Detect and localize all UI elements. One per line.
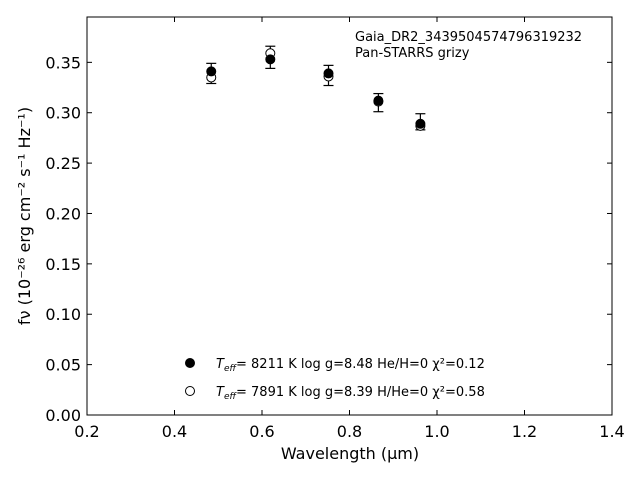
y-tick-label-6: 0.30 [45,104,81,123]
y-tick-label-3: 0.15 [45,255,81,274]
y-axis: 0.00 0.05 0.10 0.15 0.20 0.25 0.30 0.35 [45,53,612,425]
plot-area [86,16,613,416]
point-filled-0 [206,66,217,77]
x-tick-label-3: 0.8 [337,422,362,441]
x-tick-label-5: 1.2 [512,422,537,441]
y-tick-label-0: 0.00 [45,406,81,425]
point-filled-1 [265,54,276,65]
point-filled-4 [415,118,426,129]
y-tick-label-1: 0.05 [45,356,81,375]
plot-frame [86,16,613,416]
y-tick-label-2: 0.10 [45,305,81,324]
x-tick-label-2: 0.6 [249,422,274,441]
y-tick-label-5: 0.25 [45,154,81,173]
x-tick-label-0: 0.2 [74,422,99,441]
point-filled-2 [323,68,334,79]
y-tick-label-7: 0.35 [45,53,81,72]
legend-entry-2: Teff= 7891 K log g=8.39 H/He=0 χ²=0.58 [216,385,485,402]
x-tick-label-4: 1.0 [424,422,449,441]
x-axis-label: Wavelength (μm) [281,444,419,463]
x-axis: 0.2 0.4 0.6 0.8 1.0 1.2 1.4 [74,17,625,441]
y-tick-label-4: 0.20 [45,204,81,223]
legend: Teff= 8211 K log g=8.48 He/H=0 χ²=0.12 T… [185,357,485,402]
point-filled-3 [373,95,384,106]
x-tick-label-6: 1.4 [599,422,624,441]
x-tick-label-1: 0.4 [162,422,187,441]
annotation-object-name: Gaia_DR2_3439504574796319232 [355,30,582,45]
legend-marker-open [185,386,195,396]
annotation-survey: Pan-STARRS grizy [355,46,470,61]
y-axis-label: fν (10⁻²⁶ erg cm⁻² s⁻¹ Hz⁻¹) [15,107,34,325]
data-markers [206,48,426,131]
legend-marker-filled [185,358,195,368]
legend-entry-1: Teff= 8211 K log g=8.48 He/H=0 χ²=0.12 [216,357,485,374]
